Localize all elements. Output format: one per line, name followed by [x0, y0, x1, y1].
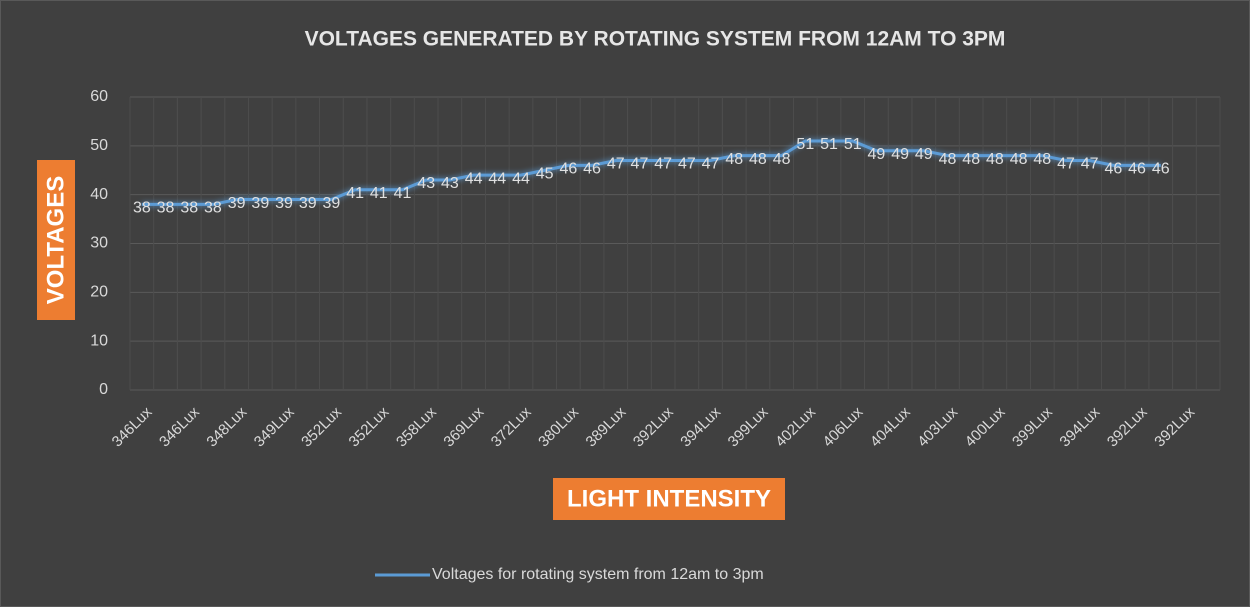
data-label: 48: [962, 151, 980, 168]
data-label: 43: [441, 175, 459, 192]
y-tick-label: 50: [90, 137, 108, 154]
y-axis-label: VOLTAGES: [42, 176, 69, 304]
data-label: 38: [133, 200, 151, 217]
data-label: 49: [891, 146, 909, 163]
data-label: 44: [512, 170, 530, 187]
data-label: 47: [654, 156, 672, 173]
data-label: 46: [1128, 161, 1146, 178]
chart-title: VOLTAGES GENERATED BY ROTATING SYSTEM FR…: [305, 28, 1006, 51]
data-label: 51: [796, 136, 814, 153]
data-label: 46: [1104, 161, 1122, 178]
data-label: 48: [749, 151, 767, 168]
data-label: 43: [417, 175, 435, 192]
y-tick-label: 60: [90, 88, 108, 105]
data-label: 51: [844, 136, 862, 153]
data-label: 38: [204, 200, 222, 217]
data-label: 39: [299, 195, 317, 212]
data-label: 49: [868, 146, 886, 163]
data-label: 49: [915, 146, 933, 163]
y-tick-label: 20: [90, 284, 108, 301]
data-label: 38: [180, 200, 198, 217]
data-label: 47: [702, 156, 720, 173]
legend-label: Voltages for rotating system from 12am t…: [432, 566, 764, 583]
data-label: 41: [394, 185, 412, 202]
data-label: 51: [820, 136, 838, 153]
y-label-box: [37, 160, 75, 320]
data-label: 45: [536, 165, 554, 182]
y-tick-label: 0: [99, 381, 108, 398]
data-label: 46: [1152, 161, 1170, 178]
data-label: 46: [559, 161, 577, 178]
data-label: 39: [228, 195, 246, 212]
y-tick-label: 10: [90, 332, 108, 349]
data-label: 38: [157, 200, 175, 217]
data-label: 47: [631, 156, 649, 173]
data-label: 47: [1081, 156, 1099, 173]
data-label: 48: [1033, 151, 1051, 168]
data-label: 48: [986, 151, 1004, 168]
data-label: 48: [773, 151, 791, 168]
data-label: 47: [678, 156, 696, 173]
y-tick-label: 40: [90, 186, 108, 203]
x-axis-label: LIGHT INTENSITY: [567, 485, 771, 512]
data-label: 48: [1010, 151, 1028, 168]
data-label: 39: [323, 195, 341, 212]
data-label: 44: [488, 170, 506, 187]
data-label: 48: [939, 151, 957, 168]
series-line: [141, 139, 1161, 206]
data-label: 44: [465, 170, 483, 187]
data-label: 39: [251, 195, 269, 212]
data-label: 41: [346, 185, 364, 202]
data-label: 47: [607, 156, 625, 173]
data-label: 47: [1057, 156, 1075, 173]
data-label: 41: [370, 185, 388, 202]
x-label-box: [553, 478, 785, 520]
data-label: 48: [725, 151, 743, 168]
data-label: 39: [275, 195, 293, 212]
y-tick-label: 30: [90, 235, 108, 252]
data-label: 46: [583, 161, 601, 178]
